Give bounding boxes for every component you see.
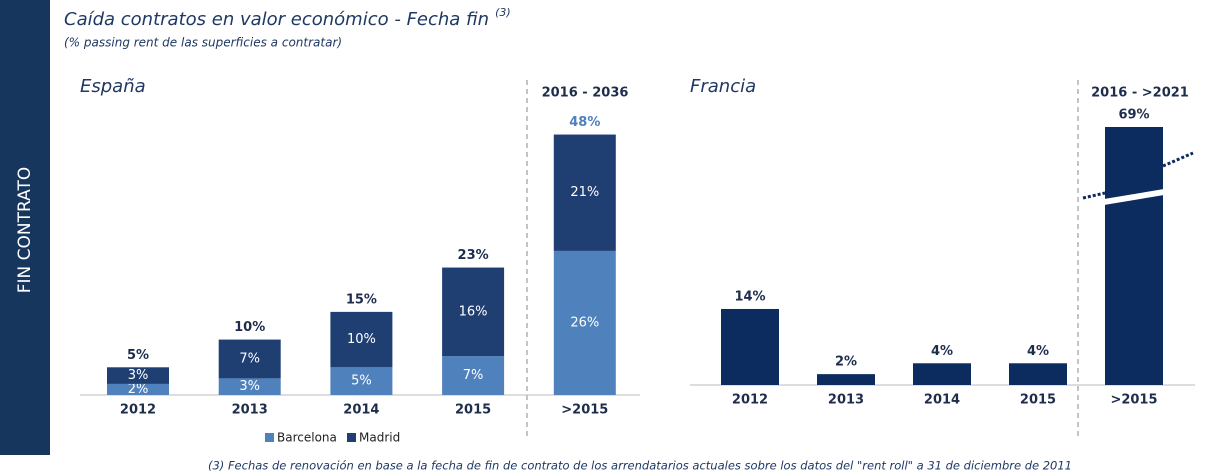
total-label: 15% (346, 292, 377, 307)
chart-title: España (80, 76, 146, 97)
segment-label: 2% (128, 382, 149, 397)
x-tick-label: 2013 (232, 403, 268, 418)
value-label: 69% (1118, 108, 1149, 123)
footnote: (3) Fechas de renovación en base a la fe… (208, 459, 1072, 473)
value-label: 4% (1027, 344, 1049, 359)
axis-break (1104, 189, 1164, 205)
bar (1009, 363, 1067, 385)
break-line (1162, 151, 1194, 168)
x-tick-label: 2015 (455, 403, 491, 418)
segment-label: 10% (347, 332, 376, 347)
bar-segment (107, 367, 169, 384)
segment-label: 5% (351, 374, 372, 389)
legend-label: Madrid (359, 431, 400, 445)
x-tick-label: 2012 (732, 393, 768, 408)
title-note: (3) (495, 6, 511, 19)
bar-segment (330, 367, 393, 395)
title-text: Caída contratos en valor económico - Fec… (64, 9, 489, 30)
x-tick-label: 2014 (343, 403, 379, 418)
x-tick-label: >2015 (561, 403, 608, 418)
legend-swatch (347, 433, 356, 442)
x-tick-label: 2014 (924, 393, 960, 408)
value-label: 4% (931, 344, 953, 359)
x-tick-label: 2013 (828, 393, 864, 408)
x-tick-label: 2015 (1020, 393, 1056, 408)
value-label: 14% (734, 289, 765, 304)
segment-label: 7% (239, 351, 260, 366)
segment-label: 3% (128, 368, 149, 383)
break-line (1082, 191, 1106, 200)
bar-segment (553, 134, 616, 251)
x-tick-label: >2015 (1110, 393, 1157, 408)
period-label: 2016 - >2021 (1091, 86, 1189, 101)
bar (1105, 127, 1163, 385)
bar-segment (442, 267, 505, 357)
bar-segment (553, 250, 616, 395)
total-label: 48% (569, 115, 600, 130)
bar-segment (442, 356, 505, 395)
subtitle: (% passing rent de las superficies a con… (64, 36, 342, 50)
legend-label: Barcelona (277, 431, 337, 445)
bar-segment (218, 339, 281, 379)
total-label: 5% (127, 348, 149, 363)
total-label: 10% (234, 320, 265, 335)
segment-label: 7% (463, 368, 484, 383)
bar (913, 363, 971, 385)
period-label: 2016 - 2036 (542, 86, 629, 101)
bar (817, 374, 875, 385)
bar-segment (107, 383, 169, 395)
bar (721, 308, 779, 385)
sidebar (0, 0, 50, 455)
chart-title: Francia (690, 76, 756, 97)
segment-label: 21% (570, 185, 599, 200)
x-tick-label: 2012 (120, 403, 156, 418)
bar-segment (218, 378, 281, 395)
total-label: 23% (458, 248, 489, 263)
bar-segment (330, 311, 393, 368)
segment-label: 16% (459, 304, 488, 319)
legend-swatch (265, 433, 274, 442)
value-label: 2% (835, 355, 857, 370)
segment-label: 3% (239, 379, 260, 394)
sidebar-label: FIN CONTRATO (15, 167, 35, 293)
segment-label: 26% (570, 315, 599, 330)
slide-title: Caída contratos en valor económico - Fec… (64, 6, 511, 30)
